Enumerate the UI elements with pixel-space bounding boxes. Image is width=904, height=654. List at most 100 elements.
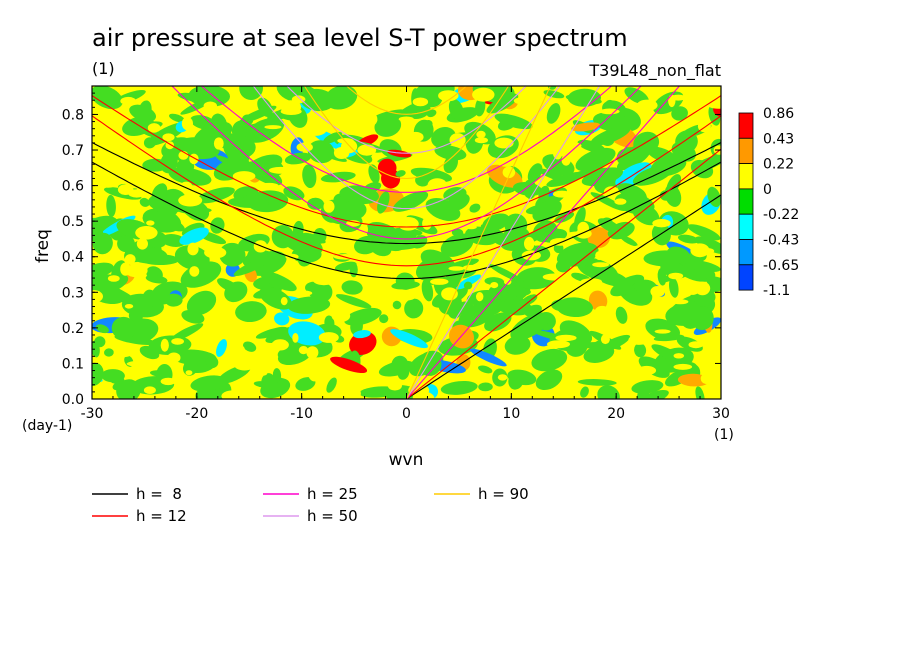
field-blob bbox=[216, 339, 227, 357]
field-blob bbox=[160, 151, 178, 174]
field-blob bbox=[700, 248, 715, 254]
field-blob bbox=[116, 379, 141, 399]
field-blob bbox=[466, 225, 477, 230]
field-blob bbox=[354, 388, 361, 399]
curve-h12-ig-n2 bbox=[92, 95, 721, 228]
field-blob bbox=[359, 386, 399, 398]
colorbar-label: 0.22 bbox=[763, 157, 794, 173]
field-blob bbox=[620, 235, 638, 247]
field-blob bbox=[668, 94, 676, 108]
field-blob bbox=[139, 254, 180, 266]
field-blob bbox=[280, 100, 302, 115]
x-tick-label: -20 bbox=[185, 406, 208, 422]
field-blob bbox=[143, 386, 156, 395]
field-blob bbox=[547, 340, 570, 349]
field-blob bbox=[478, 382, 493, 392]
field-blob bbox=[673, 353, 685, 359]
field-blob bbox=[208, 326, 218, 334]
field-blob bbox=[595, 251, 604, 261]
field-blob bbox=[308, 368, 322, 382]
field-blob bbox=[104, 348, 114, 357]
field-blob bbox=[478, 365, 493, 374]
field-blob bbox=[120, 262, 131, 276]
field-blob bbox=[160, 377, 176, 386]
legend-label: h = 50 bbox=[307, 507, 358, 525]
field-blob bbox=[555, 334, 577, 342]
field-blob bbox=[695, 386, 705, 399]
field-blob bbox=[106, 194, 116, 218]
field-blob bbox=[189, 153, 199, 165]
field-blob bbox=[201, 86, 212, 97]
x-tick-label: -10 bbox=[290, 406, 313, 422]
field-blob bbox=[203, 101, 217, 111]
field-blob bbox=[412, 97, 429, 107]
legend-label: h = 90 bbox=[478, 485, 529, 503]
field-blob bbox=[124, 254, 136, 265]
field-blob bbox=[292, 333, 299, 343]
field-blob bbox=[650, 286, 665, 298]
field-blob bbox=[590, 192, 626, 212]
field-blob bbox=[527, 163, 543, 183]
y-tick-label: 0.4 bbox=[62, 250, 84, 266]
field-blob bbox=[398, 116, 414, 122]
field-blob bbox=[571, 122, 601, 132]
field-blob bbox=[268, 376, 286, 394]
spectrum-field bbox=[92, 86, 721, 399]
field-blob bbox=[631, 279, 657, 298]
field-blob bbox=[393, 254, 405, 268]
field-blob bbox=[406, 102, 431, 119]
field-blob bbox=[691, 154, 721, 172]
field-blob bbox=[101, 369, 125, 383]
field-blob bbox=[217, 310, 224, 318]
field-blob bbox=[404, 298, 424, 319]
field-blob bbox=[597, 218, 622, 234]
field-blob bbox=[302, 232, 326, 244]
colorbar-swatch bbox=[738, 264, 754, 291]
field-blob bbox=[196, 187, 235, 204]
field-blob bbox=[613, 281, 638, 297]
curve-h50-kelvin bbox=[406, 86, 601, 399]
y-tick-label: 0.2 bbox=[62, 321, 84, 337]
field-blob bbox=[145, 274, 168, 284]
field-blob bbox=[527, 384, 535, 399]
field-blob bbox=[421, 279, 434, 302]
colorbar-swatch bbox=[738, 239, 754, 266]
field-blob bbox=[516, 267, 556, 290]
field-blob bbox=[331, 309, 351, 323]
field-blob bbox=[577, 379, 617, 386]
field-blob bbox=[243, 341, 257, 352]
field-blob bbox=[555, 259, 571, 273]
field-blob bbox=[524, 236, 535, 251]
y-tick-label: 0.1 bbox=[62, 356, 84, 372]
y-tick-label: 0.5 bbox=[62, 214, 84, 230]
field-blob bbox=[683, 253, 696, 265]
field-blob bbox=[531, 348, 568, 372]
field-blob bbox=[167, 352, 181, 363]
field-blob bbox=[111, 316, 136, 340]
field-blob bbox=[463, 281, 473, 290]
curve-h8-kelvin bbox=[406, 194, 721, 399]
field-blob bbox=[490, 282, 499, 289]
field-blob bbox=[232, 171, 256, 182]
field-blob bbox=[582, 258, 596, 267]
field-blob bbox=[407, 131, 424, 143]
field-blob bbox=[302, 164, 317, 189]
field-blob bbox=[650, 117, 662, 131]
title-units: (1) bbox=[92, 59, 115, 78]
curve-h12-kelvin bbox=[406, 148, 721, 399]
curve-h8-ig-n1 bbox=[92, 161, 721, 280]
field-blob bbox=[448, 266, 465, 271]
field-blob bbox=[259, 371, 268, 376]
field-blob bbox=[242, 194, 258, 207]
field-blob bbox=[538, 168, 569, 182]
field-blob bbox=[113, 347, 134, 358]
field-blob bbox=[298, 346, 309, 355]
field-blob bbox=[691, 306, 714, 331]
field-blob bbox=[632, 203, 660, 226]
field-blob bbox=[253, 381, 274, 388]
field-blob bbox=[295, 377, 316, 391]
field-blob bbox=[448, 99, 464, 121]
field-blob bbox=[286, 128, 295, 142]
field-blob bbox=[634, 343, 647, 358]
colorbar-label: -0.22 bbox=[763, 207, 799, 223]
